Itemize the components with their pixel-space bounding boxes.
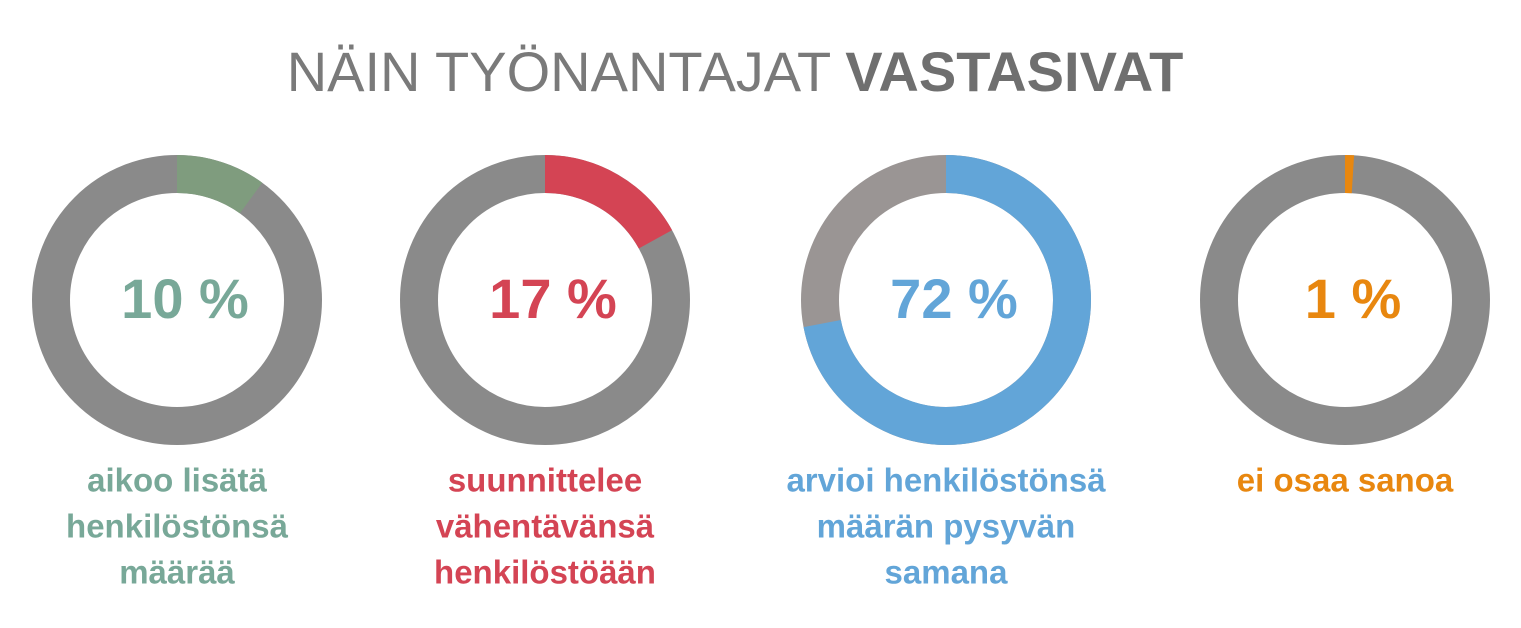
donut-segment — [544, 155, 673, 249]
donut-segment — [803, 155, 1091, 445]
value-label: 17 % — [489, 267, 617, 330]
value-label: 72 % — [890, 267, 1018, 330]
category-label: samana — [885, 554, 1009, 591]
title-bold: VASTASIVAT — [845, 40, 1183, 103]
title-light: NÄIN TYÖNANTAJAT — [287, 40, 832, 103]
category-label: henkilöstönsä — [66, 508, 289, 545]
category-label: arvioi henkilöstönsä — [786, 462, 1106, 499]
value-label: 1 % — [1305, 267, 1402, 330]
donut-segment — [176, 155, 263, 214]
category-label: vähentävänsä — [436, 508, 655, 545]
title: NÄIN TYÖNANTAJAT VASTASIVAT — [287, 40, 1184, 103]
category-label: määrää — [119, 554, 235, 591]
category-label: aikoo lisätä — [87, 462, 267, 499]
category-label: henkilöstöään — [434, 554, 656, 591]
category-label: ei osaa sanoa — [1237, 462, 1454, 499]
category-label: suunnittelee — [448, 462, 642, 499]
value-label: 10 % — [121, 267, 249, 330]
category-label: määrän pysyvän — [817, 508, 1076, 545]
